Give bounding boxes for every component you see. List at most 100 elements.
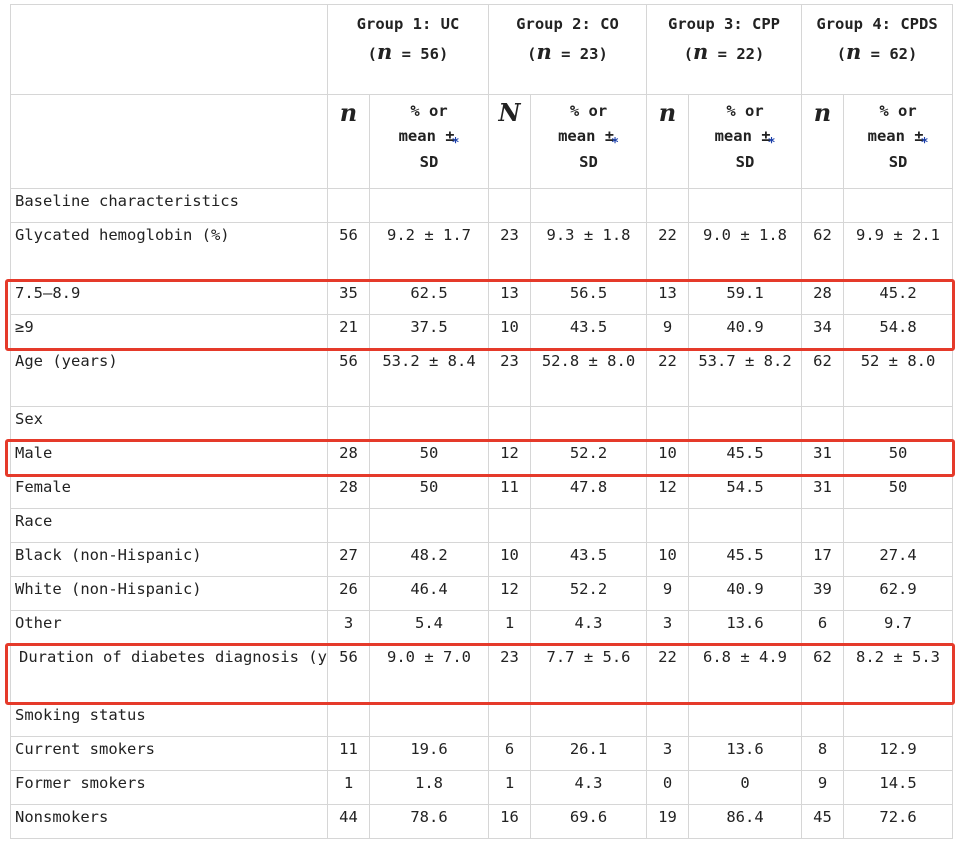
stat-cell [843, 406, 954, 441]
n-cell: 16 [488, 804, 531, 839]
n-cell: 22 [646, 222, 689, 281]
stat-cell [369, 702, 489, 737]
n-cell: 12 [488, 440, 531, 475]
row-label: ≥9 [10, 314, 328, 349]
stat-cell: 9.0 ± 1.8 [687, 222, 803, 281]
n-cell: 62 [801, 348, 845, 407]
n-cell [801, 406, 845, 441]
stat-cell: 19.6 [369, 736, 489, 771]
stat-column-header: % or mean ±* SD [687, 94, 803, 189]
n-cell: 10 [488, 314, 531, 349]
n-cell: 28 [327, 474, 370, 509]
n-cell: 9 [646, 576, 689, 611]
n-cell: 3 [646, 736, 689, 771]
n-cell: 12 [646, 474, 689, 509]
table-row: Male 28 50 12 52.2 10 45.5 31 50 [10, 440, 954, 475]
stat-cell [687, 188, 803, 223]
footnote-star[interactable]: * [767, 136, 776, 151]
n-cell: 56 [327, 348, 370, 407]
stat-cell: 45.2 [843, 280, 954, 315]
stat-cell: 56.5 [530, 280, 647, 315]
n-cell: 3 [646, 610, 689, 645]
stat-cell: 45.5 [687, 542, 803, 577]
n-cell [646, 508, 689, 543]
table-row: Other 3 5.4 1 4.3 3 13.6 6 9.7 [10, 610, 954, 645]
n-cell: 17 [801, 542, 845, 577]
n-symbol: n [536, 39, 552, 64]
table-row: Duration of diabetes diagnosis (years)56… [10, 644, 954, 703]
row-label: Glycated hemoglobin (%) [10, 222, 328, 281]
n-cell [646, 406, 689, 441]
stat-cell: 9.9 ± 2.1 [843, 222, 954, 281]
row-label: Smoking status [10, 702, 328, 737]
stat-cell [687, 508, 803, 543]
stat-cell: 69.6 [530, 804, 647, 839]
footnote-star[interactable]: * [920, 136, 929, 151]
stat-cell: 43.5 [530, 314, 647, 349]
row-label: Sex [10, 406, 328, 441]
n-cell: 3 [327, 610, 370, 645]
group-title: Group 3: CPP [668, 15, 780, 33]
stat-cell: 48.2 [369, 542, 489, 577]
n-cell [327, 508, 370, 543]
n-cell: 56 [327, 222, 370, 281]
table-row: Nonsmokers 44 78.6 16 69.6 19 86.4 45 72.6 [10, 804, 954, 839]
table-row: White (non-Hispanic) 26 46.4 12 52.2 9 40.9 39 6… [10, 576, 954, 611]
stat-cell: 9.0 ± 7.0 [369, 644, 489, 703]
n-cell: 56 [327, 644, 370, 703]
table-row: Former smokers 1 1.8 1 4.3 0 0 9 14.5 [10, 770, 954, 805]
table-row: Age (years) 56 53.2 ± 8.4 23 52.8 ± 8.0 22 53.… [10, 348, 954, 407]
table-row: Current smokers 11 19.6 6 26.1 3 13.6 8 12.9 [10, 736, 954, 771]
group-size: = 56) [401, 45, 449, 63]
table-row: ≥9 21 37.5 10 43.5 9 40.9 34 54.8 [10, 314, 954, 349]
table-row: Smoking status [10, 702, 954, 737]
stat-cell: 50 [843, 474, 954, 509]
stat-cell: 72.6 [843, 804, 954, 839]
stat-cell: 14.5 [843, 770, 954, 805]
n-cell: 13 [646, 280, 689, 315]
table-row: Glycated hemoglobin (%) 56 9.2 ± 1.7 23 9.3 … [10, 222, 954, 281]
n-cell [646, 702, 689, 737]
row-label: Former smokers [10, 770, 328, 805]
n-cell: 27 [327, 542, 370, 577]
subheader-row: n % or mean ±* SD N % or mean ±* SD n % or me… [10, 94, 954, 189]
n-cell [327, 188, 370, 223]
n-cell [488, 702, 531, 737]
n-cell: 9 [646, 314, 689, 349]
stat-cell: 62.5 [369, 280, 489, 315]
stat-cell: 50 [369, 440, 489, 475]
stat-cell: 27.4 [843, 542, 954, 577]
stat-cell: 62.9 [843, 576, 954, 611]
stat-cell: 37.5 [369, 314, 489, 349]
n-cell: 45 [801, 804, 845, 839]
n-cell: 13 [488, 280, 531, 315]
stat-cell: 9.2 ± 1.7 [369, 222, 489, 281]
stat-cell: 4.3 [530, 770, 647, 805]
n-cell: 10 [646, 542, 689, 577]
stat-column-header: % or mean ±* SD [843, 94, 954, 189]
stat-cell: 1.8 [369, 770, 489, 805]
row-label: White (non-Hispanic) [10, 576, 328, 611]
n-column-header: n [327, 94, 370, 189]
table-row: Sex [10, 406, 954, 441]
table-row: Female 28 50 11 47.8 12 54.5 31 50 [10, 474, 954, 509]
stat-cell: 13.6 [687, 736, 803, 771]
stat-cell [687, 406, 803, 441]
footnote-star[interactable]: * [451, 136, 460, 151]
n-cell: 19 [646, 804, 689, 839]
group-3-header: Group 3: CPP (n = 22) [645, 4, 803, 95]
stat-cell: 46.4 [369, 576, 489, 611]
stat-cell: 52 ± 8.0 [843, 348, 954, 407]
stat-cell [843, 188, 954, 223]
n-symbol: n [693, 39, 709, 64]
row-label: Race [10, 508, 328, 543]
stat-cell [369, 406, 489, 441]
stat-cell: 45.5 [687, 440, 803, 475]
n-cell: 31 [801, 474, 845, 509]
stat-cell: 0 [687, 770, 803, 805]
n-cell: 23 [488, 644, 531, 703]
footnote-star[interactable]: * [611, 136, 619, 151]
table-row: Black (non-Hispanic) 27 48.2 10 43.5 10 45.5 17… [10, 542, 954, 577]
n-cell: 28 [327, 440, 370, 475]
n-cell: 23 [488, 222, 531, 281]
